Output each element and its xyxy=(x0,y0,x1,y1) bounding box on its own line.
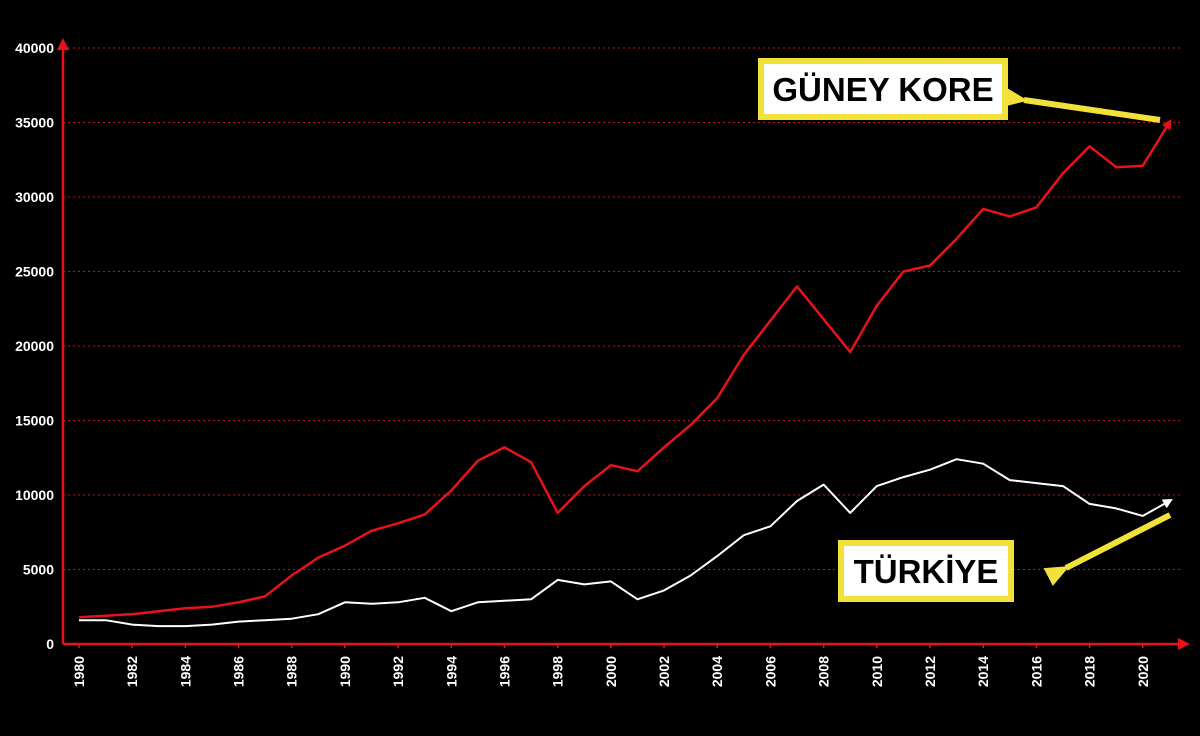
x-tick-label: 2016 xyxy=(1028,656,1044,687)
lines xyxy=(78,119,1173,628)
axes xyxy=(57,38,1190,650)
x-tick-label: 2010 xyxy=(869,656,885,687)
annotation-korea: GÜNEY KORE xyxy=(758,58,1161,123)
x-tick-label: 1990 xyxy=(337,656,353,687)
x-tick-label: 2012 xyxy=(922,656,938,687)
y-tick-label: 40000 xyxy=(15,40,54,56)
x-tick-label: 1994 xyxy=(443,656,459,687)
annotation-turkey: TÜRKİYE xyxy=(838,512,1172,602)
x-tick-label: 1980 xyxy=(71,656,87,687)
annotation-inner xyxy=(844,546,1008,596)
x-tick-label: 1998 xyxy=(550,656,566,687)
x-tick-label: 1996 xyxy=(496,656,512,687)
series-label: TÜRKİYE xyxy=(854,553,999,590)
y-tick-label: 35000 xyxy=(15,115,54,131)
x-tick-label: 1982 xyxy=(124,656,140,687)
series-line xyxy=(79,458,1173,628)
x-tick-label: 1984 xyxy=(177,656,193,687)
annotation-arrow xyxy=(1043,512,1172,586)
y-axis-arrow xyxy=(57,38,69,50)
x-tick-label: 2002 xyxy=(656,656,672,687)
y-tick-label: 15000 xyxy=(15,413,54,429)
y-tick-label: 25000 xyxy=(15,264,54,280)
series-line xyxy=(78,119,1172,619)
x-tick-label: 2020 xyxy=(1135,656,1151,687)
series-label: GÜNEY KORE xyxy=(772,71,993,108)
x-tick-label: 1988 xyxy=(284,656,300,687)
x-tick-label: 2004 xyxy=(709,656,725,687)
x-tick-label: 2014 xyxy=(975,656,991,687)
y-tick-label: 0 xyxy=(46,636,54,652)
y-tick-label: 20000 xyxy=(15,338,54,354)
x-tick-label: 2008 xyxy=(816,656,832,687)
x-tick-label: 2000 xyxy=(603,656,619,687)
x-tick-label: 1992 xyxy=(390,656,406,687)
x-axis-arrow xyxy=(1178,638,1190,650)
annotation-arrow xyxy=(1002,87,1161,123)
y-tick-label: 5000 xyxy=(23,562,54,578)
x-tick-label: 1986 xyxy=(231,656,247,687)
x-tick-label: 2006 xyxy=(762,656,778,687)
y-tick-label: 30000 xyxy=(15,189,54,205)
tick-labels: 0 5000 10000 15000 20000 25000 30000 35000 40000… xyxy=(15,40,1151,687)
annotation-inner xyxy=(764,64,1002,114)
x-tick-label: 2018 xyxy=(1082,656,1098,687)
y-tick-label: 10000 xyxy=(15,487,54,503)
